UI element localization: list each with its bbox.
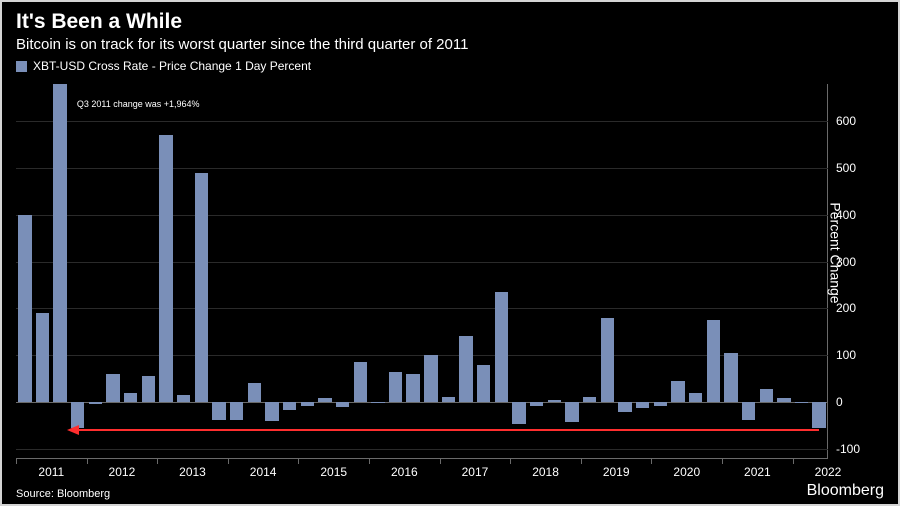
y-tick-label: 100 — [836, 348, 876, 362]
legend: XBT-USD Cross Rate - Price Change 1 Day … — [2, 59, 898, 77]
y-tick-label: 500 — [836, 161, 876, 175]
x-tick — [440, 459, 441, 464]
chart-frame: It's Been a While Bitcoin is on track fo… — [0, 0, 900, 506]
bar — [671, 381, 684, 402]
annotation-text: Q3 2011 change was +1,964% — [77, 99, 200, 109]
bar — [389, 372, 402, 402]
bar — [742, 402, 755, 420]
bar — [689, 393, 702, 402]
bar — [530, 402, 543, 406]
x-tick — [581, 459, 582, 464]
source-text: Source: Bloomberg — [16, 488, 110, 500]
gridline — [16, 168, 828, 169]
bar — [212, 402, 225, 420]
brand-text: Bloomberg — [807, 482, 884, 500]
x-tick-label: 2017 — [462, 465, 489, 479]
x-tick — [369, 459, 370, 464]
bar — [36, 313, 49, 402]
bar — [230, 402, 243, 420]
bar — [636, 402, 649, 408]
x-tick-label: 2013 — [179, 465, 206, 479]
legend-swatch — [16, 61, 27, 72]
x-tick — [722, 459, 723, 464]
x-tick — [157, 459, 158, 464]
gridline — [16, 262, 828, 263]
bar — [583, 397, 596, 402]
bar — [106, 374, 119, 402]
x-tick — [228, 459, 229, 464]
x-tick-label: 2021 — [744, 465, 771, 479]
x-tick — [793, 459, 794, 464]
bar — [760, 389, 773, 402]
bar — [795, 402, 808, 403]
bar — [195, 173, 208, 402]
bar — [601, 318, 614, 402]
gridline — [16, 308, 828, 309]
x-tick-label: 2019 — [603, 465, 630, 479]
bar — [477, 365, 490, 402]
bar — [71, 402, 84, 428]
x-tick-label: 2015 — [320, 465, 347, 479]
bar — [283, 402, 296, 410]
x-tick-label: 2012 — [109, 465, 136, 479]
chart-title: It's Been a While — [2, 2, 898, 36]
bar — [336, 402, 349, 407]
bar — [424, 355, 437, 402]
bar — [459, 336, 472, 401]
x-tick-label: 2018 — [532, 465, 559, 479]
bar — [89, 402, 102, 404]
bar — [18, 215, 31, 402]
x-tick-label: 2011 — [38, 465, 64, 479]
y-tick-label: 600 — [836, 114, 876, 128]
y-axis-label: Percent Change — [827, 202, 843, 303]
bar — [248, 383, 261, 402]
x-tick — [510, 459, 511, 464]
bar — [354, 362, 367, 402]
x-tick — [87, 459, 88, 464]
x-axis: 2011 2012 2013 2014 2015 2016 2017 2018 2019 2020… — [16, 458, 828, 482]
bar — [512, 402, 525, 424]
x-tick-label: 2022 — [815, 465, 842, 479]
footer: Source: Bloomberg Bloomberg — [16, 482, 884, 500]
bar — [159, 135, 172, 401]
bar — [442, 397, 455, 402]
gridline — [16, 121, 828, 122]
bar — [495, 292, 508, 402]
plot: -1000100200300400500600Q3 2011 change wa… — [16, 84, 828, 458]
callout-arrow — [78, 429, 819, 431]
x-tick-label: 2016 — [391, 465, 418, 479]
legend-label: XBT-USD Cross Rate - Price Change 1 Day … — [33, 59, 311, 73]
bar — [654, 402, 667, 406]
bar — [265, 402, 278, 421]
chart-area: -1000100200300400500600Q3 2011 change wa… — [16, 84, 828, 458]
bar — [812, 402, 825, 428]
bar — [371, 402, 384, 403]
chart-subtitle: Bitcoin is on track for its worst quarte… — [2, 36, 898, 59]
arrow-head-icon — [67, 425, 79, 435]
x-tick-label: 2020 — [673, 465, 700, 479]
bar — [548, 400, 561, 402]
bar — [318, 398, 331, 402]
baseline — [16, 402, 828, 403]
gridline — [16, 215, 828, 216]
bar — [777, 398, 790, 402]
gridline — [16, 449, 828, 450]
x-tick — [298, 459, 299, 464]
bar — [707, 320, 720, 402]
x-tick-label: 2014 — [250, 465, 277, 479]
bar — [406, 374, 419, 402]
bar — [177, 395, 190, 402]
bar — [142, 376, 155, 402]
y-tick-label: 0 — [836, 395, 876, 409]
bar — [301, 402, 314, 406]
x-tick — [651, 459, 652, 464]
bar — [724, 353, 737, 402]
bar — [618, 402, 631, 412]
bar — [565, 402, 578, 422]
bar — [53, 84, 66, 402]
bar — [124, 393, 137, 401]
y-tick-label: -100 — [836, 442, 876, 456]
x-tick — [16, 459, 17, 464]
